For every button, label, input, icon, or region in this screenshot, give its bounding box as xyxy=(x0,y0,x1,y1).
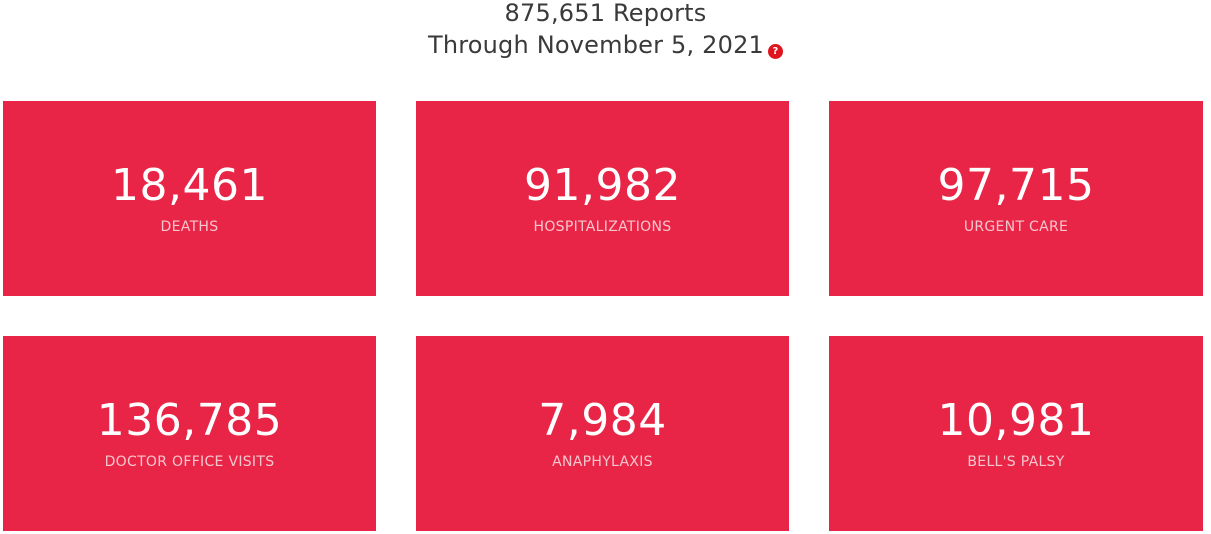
stat-value: 10,981 xyxy=(937,395,1095,446)
stat-card-urgent-care: 97,715 URGENT CARE xyxy=(829,101,1203,296)
stat-value: 97,715 xyxy=(937,160,1095,211)
reports-through-date: Through November 5, 2021? xyxy=(0,30,1211,60)
stat-label: BELL'S PALSY xyxy=(967,454,1065,470)
stat-label: ANAPHYLAXIS xyxy=(552,454,653,470)
stat-label: DOCTOR OFFICE VISITS xyxy=(104,454,275,470)
stat-label: DEATHS xyxy=(160,219,219,235)
help-icon[interactable]: ? xyxy=(768,44,784,59)
reports-count: 875,651 Reports xyxy=(504,0,707,27)
stat-value: 91,982 xyxy=(524,160,681,211)
stat-value: 136,785 xyxy=(96,395,283,446)
stat-value: 7,984 xyxy=(538,395,667,446)
through-date-text: Through November 5, 2021 xyxy=(427,31,765,59)
stat-card-bells-palsy: 10,981 BELL'S PALSY xyxy=(829,336,1203,531)
stat-card-hospitalizations: 91,982 HOSPITALIZATIONS xyxy=(416,101,789,296)
stat-value: 18,461 xyxy=(111,160,268,211)
stat-card-anaphylaxis: 7,984 ANAPHYLAXIS xyxy=(416,336,789,531)
stat-label: HOSPITALIZATIONS xyxy=(533,219,672,235)
stat-label: URGENT CARE xyxy=(963,219,1069,235)
stat-card-doctor-office-visits: 136,785 DOCTOR OFFICE VISITS xyxy=(3,336,376,531)
stat-card-deaths: 18,461 DEATHS xyxy=(3,101,376,296)
